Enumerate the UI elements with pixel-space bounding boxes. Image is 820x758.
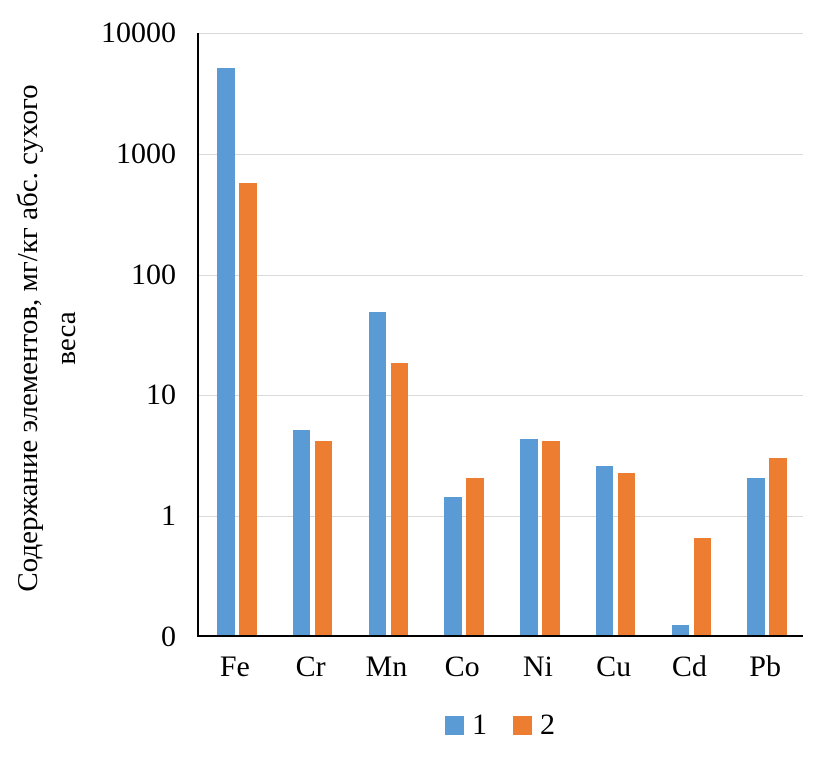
- bar-Ni-series2: [542, 441, 560, 635]
- bar-Co-series1: [444, 496, 462, 635]
- gridline-10: [199, 395, 803, 397]
- gridline-100: [199, 274, 803, 276]
- x-label-Ni: Ni: [522, 650, 553, 683]
- y-tick-1000: 1000: [116, 136, 176, 170]
- x-axis-labels: Fe Cr Mn Co Ni Cu Cd Pb: [197, 652, 803, 692]
- x-label-Cd: Cd: [671, 650, 707, 683]
- x-label-Fe: Fe: [219, 650, 250, 683]
- bar-Cd-series2: [693, 538, 712, 635]
- bar-Cu-series2: [617, 472, 636, 635]
- x-label-Pb: Pb: [749, 650, 781, 683]
- y-tick-100: 100: [131, 257, 176, 291]
- legend-item-2: 2: [513, 710, 555, 740]
- legend-label-2: 2: [540, 708, 555, 741]
- bar-Fe-series1: [217, 68, 235, 635]
- plot-area: [197, 33, 803, 637]
- bar-Pb-series1: [747, 477, 765, 635]
- bar-Fe-series2: [239, 183, 257, 635]
- y-tick-1: 1: [161, 499, 176, 533]
- y-tick-0: 0: [161, 620, 176, 653]
- bar-Co-series2: [466, 477, 484, 635]
- bar-Mn-series2: [390, 362, 409, 635]
- y-tick-10: 10: [146, 378, 176, 412]
- bar-Cr-series2: [314, 441, 333, 635]
- x-label-Cr: Cr: [295, 650, 326, 683]
- gridline-1: [199, 516, 803, 518]
- y-axis-title-line2: веса: [50, 311, 82, 365]
- legend-item-1: 1: [445, 710, 487, 740]
- legend-swatch-icon: [513, 715, 532, 735]
- x-label-Mn: Mn: [365, 650, 408, 683]
- y-axis-title-line1: Содержание элементов, мг/кг абс. сухого: [12, 84, 44, 592]
- bar-Cr-series1: [292, 429, 311, 635]
- bar-Cd-series1: [671, 625, 690, 635]
- y-axis-title: Содержание элементов, мг/кг абс. сухого …: [9, 8, 85, 668]
- gridline-10000: [199, 33, 803, 34]
- x-label-Co: Co: [444, 650, 480, 683]
- bar-Pb-series2: [769, 458, 787, 635]
- bar-Mn-series1: [368, 312, 387, 635]
- x-label-Cu: Cu: [596, 650, 632, 683]
- gridline-1000: [199, 153, 803, 155]
- y-tick-10000: 10000: [101, 16, 176, 49]
- bar-Ni-series1: [520, 438, 538, 635]
- legend-label-1: 1: [472, 708, 487, 741]
- bar-Cu-series1: [595, 466, 614, 635]
- legend-swatch-icon: [445, 715, 464, 735]
